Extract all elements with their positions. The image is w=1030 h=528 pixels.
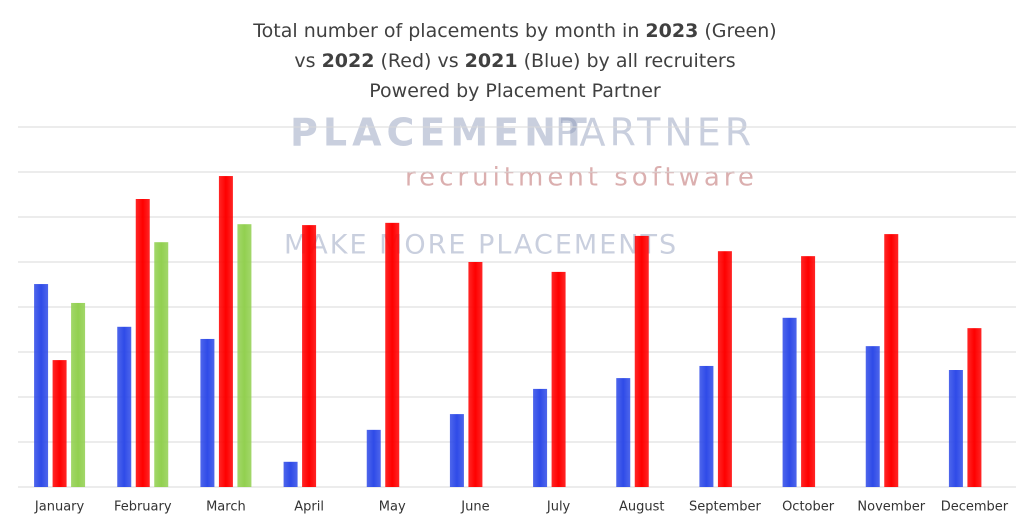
chart-title: vs 2022 (Red) vs 2021 (Blue) by all recr… <box>294 50 735 72</box>
title-part: 2023 <box>645 20 698 42</box>
title-part: (Red) vs <box>374 50 464 72</box>
x-tick-label: December <box>941 500 1009 515</box>
bar <box>948 370 963 487</box>
bar <box>302 225 317 487</box>
x-tick-label: April <box>294 500 324 515</box>
x-tick-label: May <box>379 500 406 515</box>
bar <box>616 378 631 487</box>
title-part: Powered by Placement Partner <box>369 80 661 102</box>
bar <box>782 317 797 487</box>
bar <box>71 302 86 487</box>
x-tick-label: June <box>460 500 489 515</box>
bar <box>385 222 400 487</box>
bar <box>283 461 298 487</box>
title-part: Total number of placements by month in <box>252 20 645 42</box>
x-tick-label: August <box>619 500 665 515</box>
x-tick-label: March <box>206 500 246 515</box>
x-tick-label: July <box>546 500 571 515</box>
watermark: PARTNER <box>555 111 755 155</box>
x-tick-label: February <box>114 500 172 515</box>
x-tick-label: October <box>782 500 835 515</box>
title-part: (Blue) by all recruiters <box>518 50 736 72</box>
bar <box>154 242 169 487</box>
chart-title: Powered by Placement Partner <box>369 80 661 102</box>
x-tick-label: September <box>689 500 762 515</box>
chart-title: Total number of placements by month in 2… <box>252 20 776 42</box>
bar <box>200 338 215 487</box>
bar <box>117 326 132 487</box>
bar <box>699 365 714 487</box>
bar <box>449 414 464 487</box>
bar <box>218 176 233 488</box>
bar <box>967 328 982 487</box>
bar <box>865 346 880 487</box>
bar <box>634 235 649 487</box>
bar <box>468 262 483 487</box>
x-tick-label: January <box>34 500 85 515</box>
bar <box>533 388 548 487</box>
x-tick-label: November <box>857 500 925 515</box>
bar <box>884 234 899 487</box>
title-part: 2021 <box>465 50 518 72</box>
title-part: vs <box>294 50 321 72</box>
watermark: recruitment software <box>405 163 758 193</box>
watermark: MAKE MORE PLACEMENTS <box>284 230 678 261</box>
title-part: 2022 <box>322 50 375 72</box>
bar <box>135 199 150 487</box>
bar <box>366 429 381 487</box>
bar <box>801 256 816 487</box>
bar <box>52 360 67 487</box>
watermark: PLACEMENT <box>290 111 592 155</box>
bar <box>717 251 732 487</box>
title-part: (Green) <box>698 20 776 42</box>
bar <box>34 284 49 487</box>
bar <box>237 224 252 487</box>
bar <box>551 271 566 487</box>
